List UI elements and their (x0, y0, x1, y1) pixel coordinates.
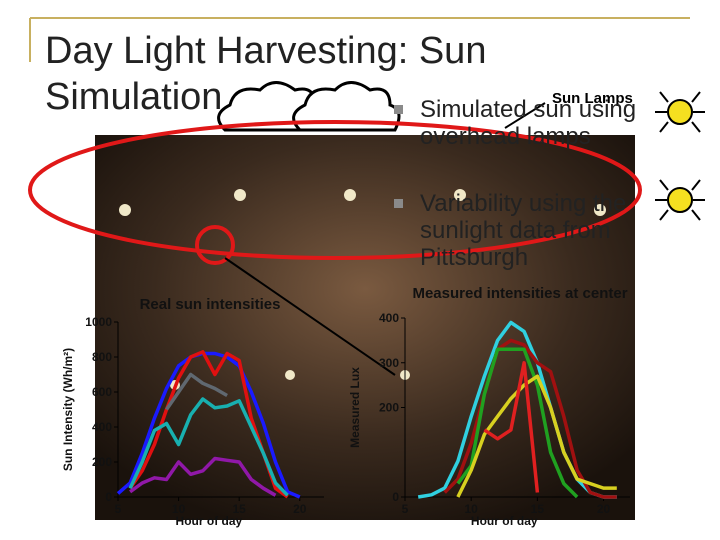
data-line (128, 397, 289, 497)
data-line (443, 338, 617, 499)
highlight-ellipse (28, 120, 642, 260)
pointer-arrow (504, 102, 546, 129)
data-line (116, 351, 301, 499)
y-tick-label: 1000 (85, 315, 112, 329)
suns (655, 91, 705, 221)
x-tick-label: 5 (115, 502, 122, 516)
data-line (129, 456, 277, 497)
chart-title: Real sun intensities (140, 296, 281, 313)
photo (95, 135, 635, 520)
data-line (456, 374, 617, 498)
bullet: Simulated sun using overhead lamps (394, 96, 645, 150)
chart-title: Measured intensities at center (412, 285, 627, 302)
y-tick-label: 400 (379, 311, 399, 325)
y-tick-label: 200 (92, 455, 112, 469)
y-axis-label: Sun Intensity (Wh/m²) (61, 348, 75, 471)
bullet: Variability using the sunlight data from… (394, 190, 645, 271)
annotation: Sun Lamps (552, 90, 633, 107)
data-line (456, 347, 579, 499)
y-tick-label: 400 (92, 420, 112, 434)
x-tick-label: 15 (531, 502, 545, 516)
x-tick-label: 15 (232, 502, 246, 516)
pointer-arrow (224, 257, 396, 376)
clouds (217, 81, 401, 132)
x-tick-label: 20 (293, 502, 307, 516)
x-tick-label: 10 (464, 502, 478, 516)
data-line (417, 320, 617, 499)
y-tick-label: 0 (392, 490, 399, 504)
data-line (483, 361, 540, 493)
y-tick-label: 200 (379, 401, 399, 415)
highlight-circle (195, 225, 235, 265)
x-tick-label: 5 (402, 502, 409, 516)
x-axis-label: Hour of day (471, 514, 538, 528)
slide-title: Day Light Harvesting: Sun Simulation (45, 30, 487, 118)
x-tick-label: 20 (597, 502, 611, 516)
y-tick-label: 600 (92, 385, 112, 399)
x-tick-label: 10 (172, 502, 186, 516)
y-axis-label: Measured Lux (348, 367, 362, 448)
y-tick-label: 0 (105, 490, 112, 504)
x-axis-label: Hour of day (176, 514, 243, 528)
data-line (165, 372, 228, 411)
y-tick-label: 800 (92, 350, 112, 364)
y-tick-label: 300 (379, 356, 399, 370)
